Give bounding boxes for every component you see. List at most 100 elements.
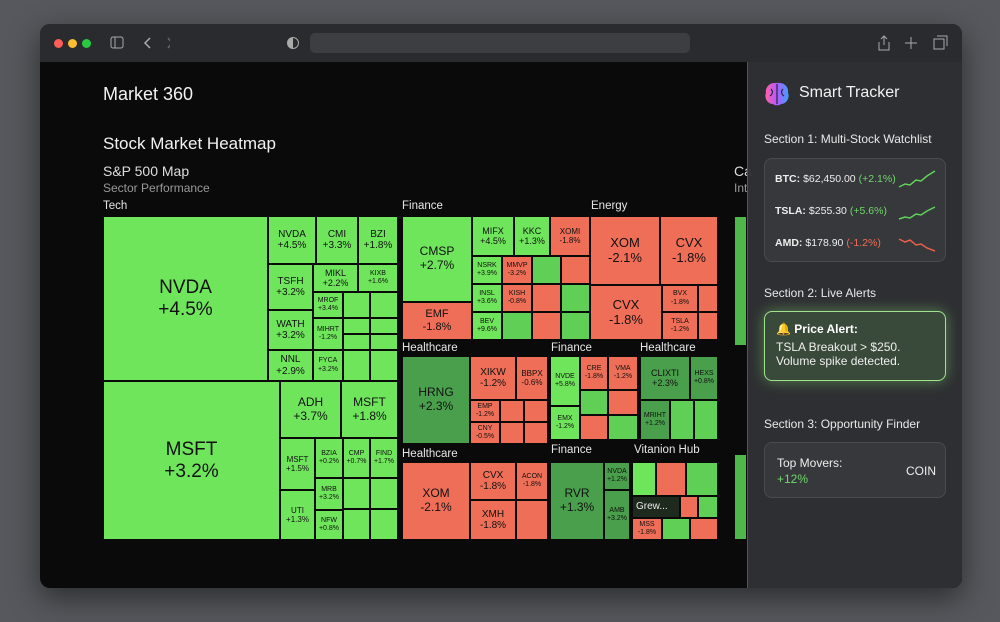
tile — [532, 312, 561, 340]
tile-symbol: XIKW — [480, 366, 506, 378]
tile: BEV +9.6% — [472, 312, 502, 340]
tile-symbol: CMSP — [419, 244, 455, 259]
zoom-button[interactable] — [82, 39, 91, 48]
tile: RVR +1.3% — [550, 462, 604, 540]
tile-symbol: NFW — [321, 516, 337, 524]
tile: BZIA +0.2% — [315, 438, 343, 478]
tile: BVX -1.8% — [662, 285, 698, 312]
tile — [690, 518, 718, 540]
tile-change: +1.7% — [373, 458, 395, 465]
tile: XOMI -1.8% — [550, 216, 590, 256]
tile-symbol: XOM — [610, 234, 640, 250]
tile — [608, 415, 638, 440]
tile: Grew... — [632, 496, 680, 518]
nav-icons[interactable] — [110, 36, 170, 50]
sparklines — [898, 170, 936, 252]
tile-change: +1.8% — [352, 408, 387, 423]
panel-title: Smart Tracker — [799, 84, 900, 101]
tile — [698, 496, 718, 518]
tile: NNL +2.9% — [268, 350, 313, 381]
tile: MIHRT -1.2% — [313, 318, 343, 350]
alert-card[interactable]: 🔔 Price Alert: TSLA Breakout > $250. Vol… — [764, 311, 946, 381]
tile-change: -2.1% — [420, 500, 452, 514]
tile — [370, 478, 398, 509]
tile: TSLA -1.2% — [662, 312, 698, 340]
tile-change: +2.2% — [322, 278, 349, 288]
tile-change: +1.6% — [367, 278, 389, 285]
tile — [608, 390, 638, 415]
tile-change: -1.8% — [637, 529, 657, 536]
tile: EMF -1.8% — [402, 302, 472, 340]
tile-change: +2.9% — [276, 365, 305, 377]
tile-change: +2.7% — [419, 258, 455, 272]
movers-ticker: COIN — [906, 464, 936, 478]
tile-change: +3.2% — [276, 287, 305, 298]
tile-symbol: MIFX — [482, 225, 504, 236]
address-bar[interactable] — [310, 33, 690, 53]
tile: ADH +3.7% — [280, 381, 341, 438]
tile-symbol: MRB — [321, 485, 337, 493]
map-subtitle: Sector Performance — [103, 181, 210, 195]
tile — [561, 284, 590, 312]
tile-symbol: ADH — [297, 394, 324, 409]
tile-change: -1.8% — [422, 321, 452, 333]
tile-symbol: XMH — [481, 508, 505, 520]
price: $255.30 — [808, 205, 847, 217]
tile-symbol: INSL — [479, 289, 495, 297]
cut-tile — [734, 454, 747, 540]
tile-symbol: WATH — [276, 318, 305, 330]
map-title: S&P 500 Map — [103, 163, 190, 179]
tile: CMI +3.3% — [316, 216, 358, 264]
alert-title: 🔔 Price Alert: — [776, 322, 858, 336]
brand: Market 360 — [103, 84, 194, 104]
tile: CVX -1.8% — [470, 462, 516, 500]
tile — [561, 256, 590, 284]
tile-change: -2.1% — [608, 249, 642, 265]
tile-change: +3.6% — [476, 298, 498, 305]
tile-change: -1.2% — [479, 378, 507, 389]
tile-symbol: MSFT — [353, 394, 386, 409]
tile-symbol: MMVP — [506, 261, 528, 269]
tile: TSFH +3.2% — [268, 264, 313, 310]
tile: NFW +0.8% — [315, 510, 343, 540]
tile: MRIHT +1.2% — [640, 400, 670, 440]
tile-symbol: FIND — [375, 449, 393, 457]
tile — [524, 400, 548, 422]
sector-label: Healthcare — [640, 342, 696, 354]
tile-change: +1.3% — [559, 500, 595, 514]
tile-change: -1.2% — [555, 423, 575, 430]
tile-change: +4.5% — [158, 298, 213, 320]
tile: EMP -1.2% — [470, 400, 500, 422]
tile — [670, 400, 694, 440]
tile: UTI +1.3% — [280, 490, 315, 540]
tile — [500, 400, 524, 422]
tile-change: +3.4% — [317, 305, 339, 312]
tile: VMA -1.2% — [608, 356, 638, 390]
tile-symbol: BZIA — [321, 449, 337, 457]
tile-symbol: TSFH — [277, 275, 304, 287]
tile: CNY -0.5% — [470, 422, 500, 444]
window-actions[interactable] — [876, 34, 952, 52]
movers-card[interactable]: Top Movers: +12% COIN — [764, 442, 946, 498]
tile-symbol: MSFT — [286, 454, 309, 464]
tile: MSFT +1.5% — [280, 438, 315, 490]
tile: MSFT +3.2% — [103, 381, 280, 540]
tile — [370, 292, 398, 318]
tile-symbol: NVDA — [278, 228, 306, 240]
tile-symbol: CRE — [586, 364, 602, 372]
tile: MSFT +1.8% — [341, 381, 398, 438]
tile: HEXS +0.8% — [690, 356, 718, 400]
movers-label: Top Movers: — [777, 456, 843, 470]
heading: Stock Market Heatmap — [103, 134, 276, 153]
tile-symbol: KIXB — [370, 269, 386, 277]
tile-symbol: KISH — [508, 289, 526, 297]
tile: HRNG +2.3% — [402, 356, 470, 444]
tile: MIKL +2.2% — [313, 264, 358, 292]
close-button[interactable] — [54, 39, 63, 48]
sector-label: Healthcare — [402, 342, 458, 354]
minimize-button[interactable] — [68, 39, 77, 48]
tile: BZI +1.8% — [358, 216, 398, 264]
tile: NVDA +1.2% — [604, 462, 630, 490]
sector-label: Finance — [402, 200, 443, 212]
tile — [680, 496, 698, 518]
